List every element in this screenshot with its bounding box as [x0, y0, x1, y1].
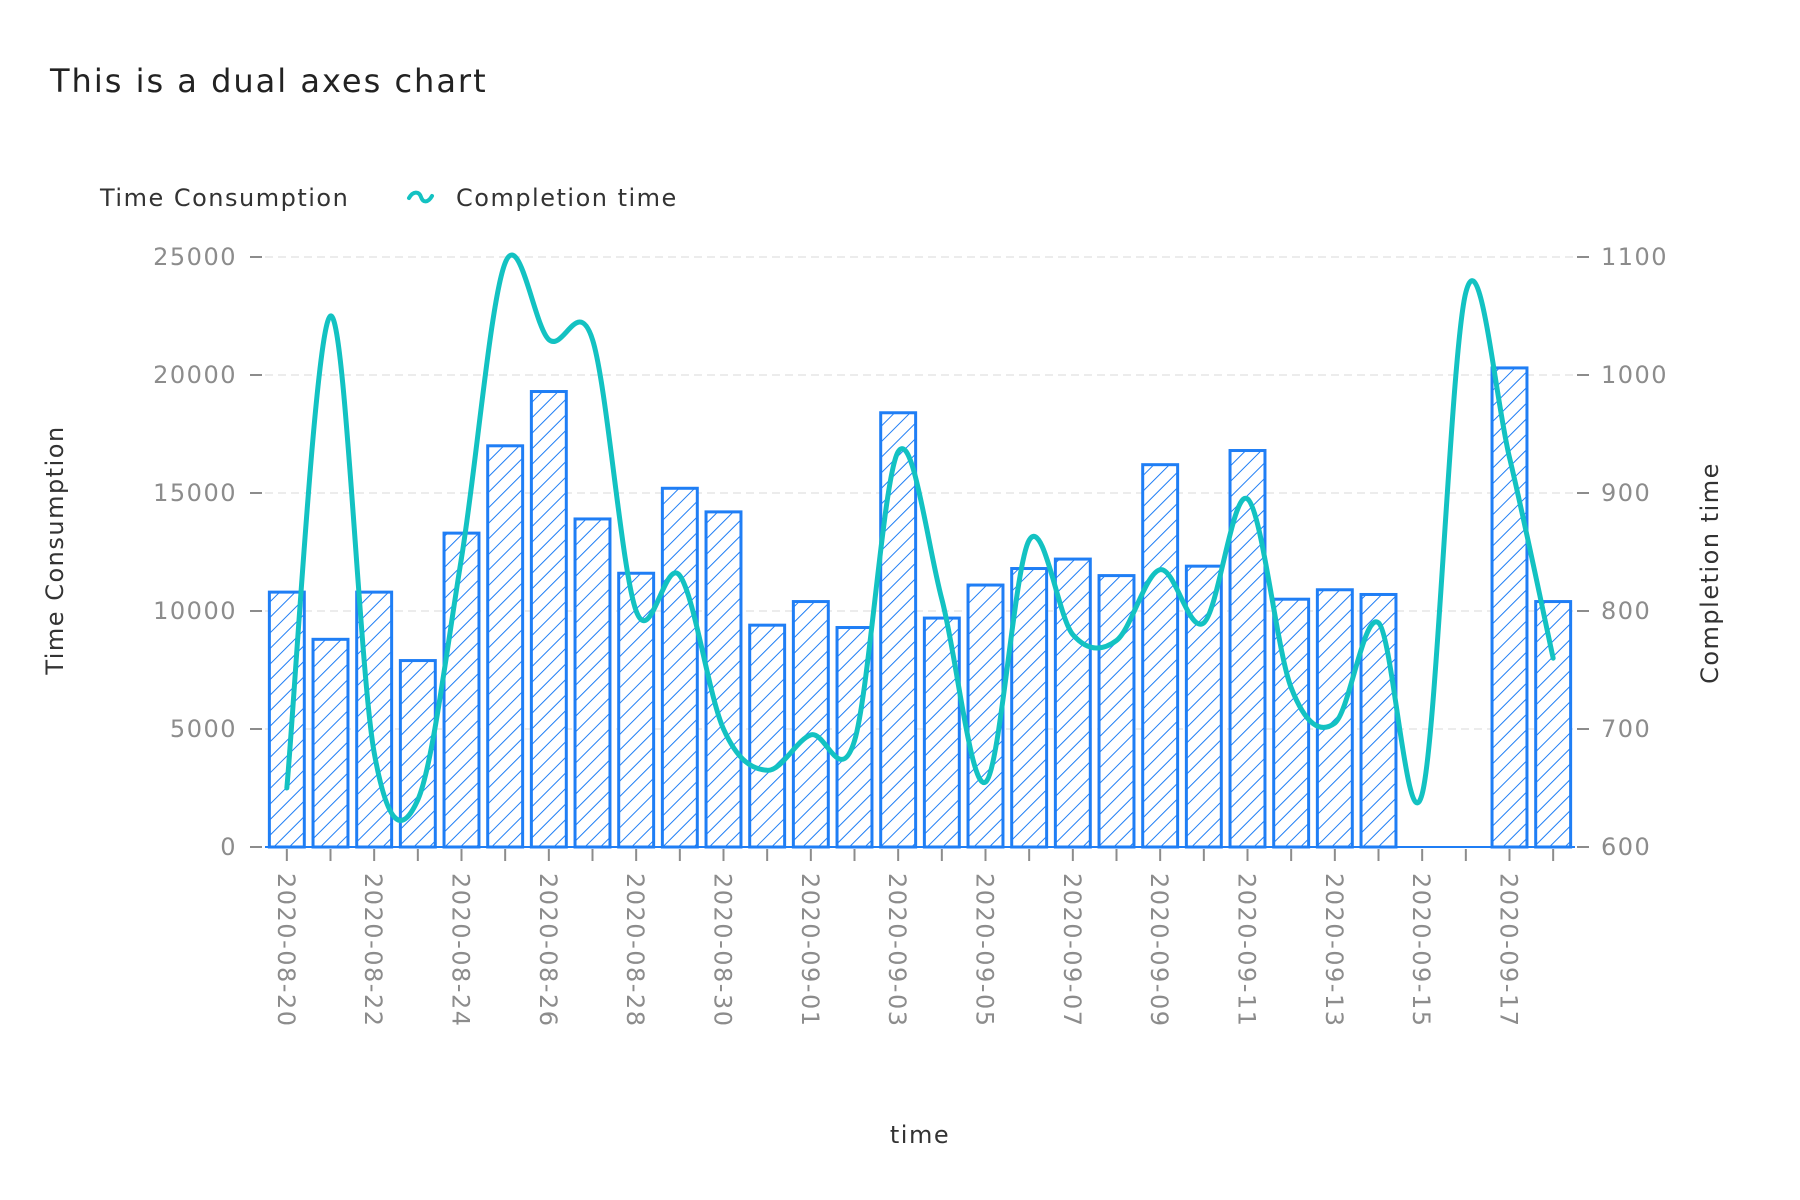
bar[interactable] — [1534, 600, 1573, 849]
bar[interactable] — [1141, 463, 1180, 849]
x-tick-label: 2020-09-03 — [883, 873, 911, 1027]
y2-tick-label: 800 — [1601, 597, 1651, 625]
x-tick-label: 2020-09-07 — [1058, 873, 1086, 1027]
bar[interactable] — [442, 531, 481, 849]
x-tick-label: 2020-09-01 — [796, 873, 824, 1027]
chart-title: This is a dual axes chart — [49, 62, 488, 100]
y-tick-label: 25000 — [153, 243, 237, 271]
x-axis-title: time — [890, 1121, 950, 1149]
bar[interactable] — [704, 510, 743, 849]
bar[interactable] — [966, 583, 1005, 849]
y-tick-label: 0 — [220, 833, 237, 861]
y-tick-label: 15000 — [153, 479, 237, 507]
y-axis-title-left: Time Consumption — [41, 425, 69, 675]
bars — [267, 366, 1573, 849]
bar[interactable] — [660, 486, 699, 849]
x-tick-label: 2020-09-09 — [1145, 873, 1173, 1027]
x-tick-label: 2020-08-24 — [447, 873, 475, 1027]
legend-label-completion-time: Completion time — [456, 184, 678, 212]
x-axis: 2020-08-20 2020-08-22 2020-08-24 2020-08-26… — [265, 846, 1575, 1027]
y-tick-label: 5000 — [170, 715, 237, 743]
bar[interactable] — [1184, 564, 1223, 849]
legend: Time Consumption Completion time — [99, 184, 678, 212]
x-tick-label: 2020-08-20 — [272, 873, 300, 1027]
y2-tick-label: 600 — [1601, 833, 1651, 861]
x-tick-label: 2020-08-30 — [709, 873, 737, 1027]
y2-tick-label: 700 — [1601, 715, 1651, 743]
x-tick-label: 2020-08-26 — [534, 873, 562, 1027]
bar[interactable] — [791, 600, 830, 849]
x-tick-label: 2020-09-17 — [1495, 873, 1523, 1027]
legend-label-time-consumption: Time Consumption — [99, 184, 349, 212]
bar[interactable] — [748, 623, 787, 849]
left-axis: 0 5000 10000 15000 20000 25000 — [153, 243, 262, 861]
bar[interactable] — [486, 444, 525, 849]
x-tick-label: 2020-09-05 — [971, 873, 999, 1027]
bar[interactable] — [1315, 588, 1354, 849]
x-tick-label: 2020-09-15 — [1407, 873, 1435, 1027]
bar[interactable] — [529, 390, 568, 849]
bar[interactable] — [573, 517, 612, 849]
completion-line — [284, 252, 1556, 823]
legend-item-time-consumption[interactable]: Time Consumption — [99, 184, 349, 212]
y-axis-title-right: Completion time — [1696, 462, 1724, 684]
x-tick-label: 2020-08-22 — [359, 873, 387, 1027]
bar[interactable] — [879, 411, 918, 849]
bar[interactable] — [617, 571, 656, 849]
legend-item-completion-time[interactable]: Completion time — [407, 184, 678, 212]
right-axis: 600 700 800 900 1000 1100 — [1577, 243, 1668, 861]
x-tick-label: 2020-09-13 — [1320, 873, 1348, 1027]
x-tick-label: 2020-09-11 — [1233, 873, 1261, 1027]
y-tick-label: 20000 — [153, 361, 237, 389]
y-tick-label: 10000 — [153, 597, 237, 625]
bar[interactable] — [1490, 366, 1529, 849]
y2-tick-label: 1000 — [1601, 361, 1668, 389]
y2-tick-label: 1100 — [1601, 243, 1668, 271]
bar[interactable] — [311, 637, 350, 849]
x-tick-label: 2020-08-28 — [621, 873, 649, 1027]
y2-tick-label: 900 — [1601, 479, 1651, 507]
legend-line-icon — [407, 190, 434, 204]
completion-time-line[interactable] — [284, 252, 1556, 823]
bar[interactable] — [1097, 574, 1136, 849]
